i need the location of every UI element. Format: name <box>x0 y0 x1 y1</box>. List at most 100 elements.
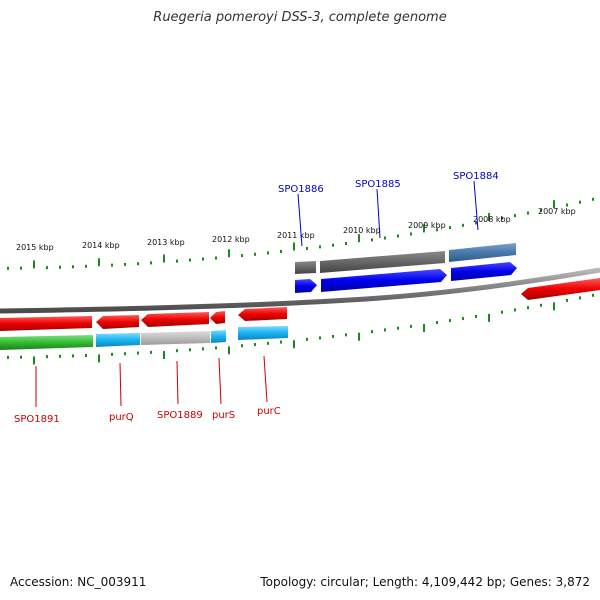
minor-tick <box>371 238 373 242</box>
minor-tick <box>384 328 386 332</box>
major-tick <box>293 340 295 349</box>
minor-tick <box>592 197 594 201</box>
major-tick <box>228 249 230 258</box>
leader-line <box>176 360 179 405</box>
minor-tick <box>137 351 139 355</box>
minor-tick <box>241 254 243 258</box>
major-tick <box>553 302 555 311</box>
kbp-label: 2013 kbp <box>147 238 185 247</box>
major-tick <box>358 332 360 341</box>
minor-tick <box>46 266 48 270</box>
minor-tick <box>124 352 126 356</box>
major-tick <box>423 323 425 332</box>
gene-purs-feature[interactable] <box>211 330 226 343</box>
minor-tick <box>150 350 152 354</box>
minor-tick <box>46 355 48 359</box>
major-tick <box>33 260 35 269</box>
minor-tick <box>176 349 178 353</box>
kbp-label: 2007 kbp <box>538 207 576 216</box>
minor-tick <box>254 252 256 256</box>
gene-purq-arrow[interactable] <box>96 315 139 329</box>
leader-line <box>263 355 268 403</box>
major-tick <box>98 258 100 267</box>
gene-label-spo1886[interactable]: SPO1886 <box>278 184 324 195</box>
leader-line <box>297 193 303 247</box>
minor-tick <box>280 340 282 344</box>
minor-tick <box>215 346 217 350</box>
reverse-strand-genes <box>0 278 600 350</box>
gene-label-purc[interactable]: purC <box>257 406 281 417</box>
gene-spo1884-feature[interactable] <box>449 243 516 262</box>
kbp-label: 2014 kbp <box>82 241 120 250</box>
gene-spo1889-arrow[interactable] <box>141 312 209 327</box>
minor-tick <box>7 355 9 359</box>
minor-tick <box>397 326 399 330</box>
minor-tick <box>397 234 399 238</box>
major-tick <box>228 346 230 355</box>
gene-spo1886-feature[interactable] <box>295 261 316 274</box>
minor-tick <box>566 203 568 207</box>
minor-tick <box>449 319 451 323</box>
leader-line <box>376 188 381 239</box>
minor-tick <box>189 348 191 352</box>
minor-tick <box>215 256 217 260</box>
minor-tick <box>501 216 503 220</box>
gene-purc-feature[interactable] <box>238 326 288 340</box>
minor-tick <box>345 241 347 245</box>
minor-tick <box>436 228 438 232</box>
minor-tick <box>449 226 451 230</box>
gene-label-spo1884[interactable]: SPO1884 <box>453 171 499 182</box>
gene-label-spo1889[interactable]: SPO1889 <box>157 410 203 421</box>
gene-spo1886-arrow[interactable] <box>295 279 317 293</box>
gene-spo1884-arrow[interactable] <box>451 262 517 281</box>
kbp-label: 2010 kbp <box>343 226 381 235</box>
leader-line <box>473 180 479 231</box>
gene-label-spo1885[interactable]: SPO1885 <box>355 179 401 190</box>
minor-tick <box>462 223 464 227</box>
minor-tick <box>514 214 516 218</box>
minor-tick <box>332 334 334 338</box>
minor-tick <box>332 243 334 247</box>
minor-tick <box>20 266 22 270</box>
minor-tick <box>345 333 347 337</box>
minor-tick <box>319 336 321 340</box>
major-tick <box>423 224 425 233</box>
gene-purq-feature[interactable] <box>96 333 140 347</box>
minor-tick <box>501 310 503 314</box>
genome-summary-text: Topology: circular; Length: 4,109,442 bp… <box>260 575 590 589</box>
gene-label-purs[interactable]: purS <box>212 410 235 421</box>
gene-spo1891-feature[interactable] <box>0 335 93 350</box>
minor-tick <box>306 337 308 341</box>
gene-purs-arrow[interactable] <box>210 311 225 324</box>
kbp-labels: 2015 kbp 2014 kbp 2013 kbp 2012 kbp 2011… <box>16 207 576 252</box>
minor-tick <box>20 355 22 359</box>
gene-next-arrow[interactable] <box>521 278 600 300</box>
outer-ruler <box>7 197 594 270</box>
gene-spo1891-arrow[interactable] <box>0 316 92 331</box>
minor-tick <box>371 330 373 334</box>
minor-tick <box>124 262 126 266</box>
minor-tick <box>410 324 412 328</box>
minor-tick <box>59 265 61 269</box>
minor-tick <box>514 308 516 312</box>
minor-tick <box>384 236 386 240</box>
minor-tick <box>462 317 464 321</box>
gene-purc-arrow[interactable] <box>238 307 287 321</box>
minor-tick <box>306 246 308 250</box>
minor-tick <box>579 296 581 300</box>
minor-tick <box>85 353 87 357</box>
gene-spo1889-feature[interactable] <box>141 331 210 345</box>
gene-spo1885-feature[interactable] <box>320 251 445 273</box>
minor-tick <box>7 266 9 270</box>
gene-spo1885-arrow[interactable] <box>321 269 447 292</box>
minor-tick <box>150 261 152 265</box>
minor-tick <box>267 341 269 345</box>
minor-tick <box>566 298 568 302</box>
major-tick <box>98 354 100 363</box>
kbp-label: 2008 kbp <box>473 215 511 224</box>
gene-label-spo1891[interactable]: SPO1891 <box>14 414 60 425</box>
gene-label-purq[interactable]: purQ <box>109 412 134 423</box>
minor-tick <box>475 314 477 318</box>
minor-tick <box>111 352 113 356</box>
